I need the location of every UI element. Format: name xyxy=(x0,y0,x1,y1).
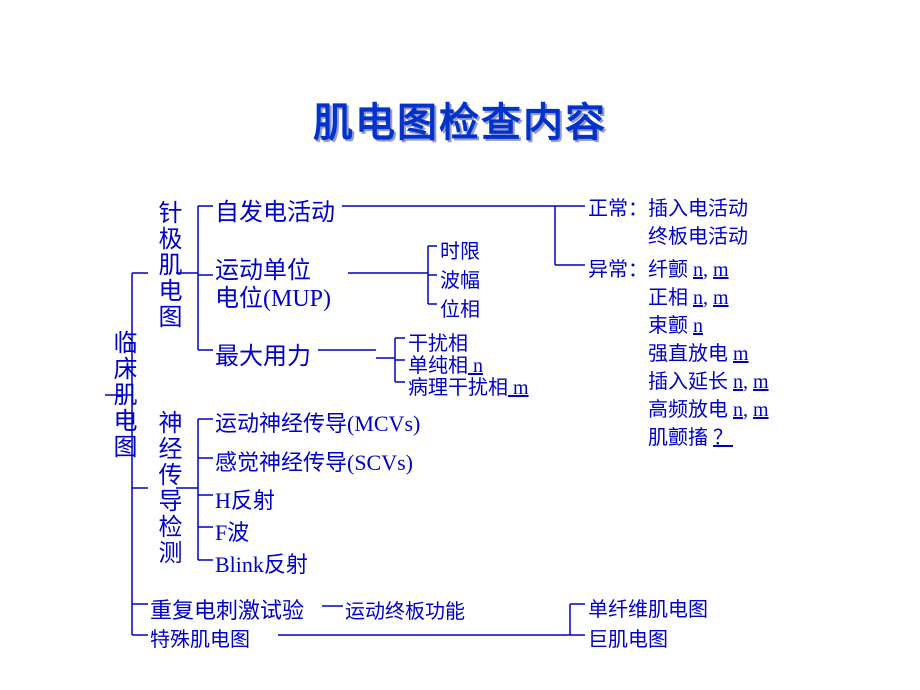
l1-needle: 针极肌电图 xyxy=(150,200,185,330)
link-n[interactable]: n xyxy=(733,371,743,393)
link-m[interactable]: m xyxy=(753,399,769,421)
nerve-hreflex: H反射 xyxy=(215,483,275,515)
link-m[interactable]: m xyxy=(713,259,729,281)
root-label: 临床肌电图 xyxy=(105,330,140,460)
abn-fib: 纤颤 n, m xyxy=(648,253,729,282)
needle-spontaneous: 自发电活动 xyxy=(215,192,335,227)
abn-myotonic: 强直放电 m xyxy=(648,337,749,366)
spont-normal-endplate: 终板电活动 xyxy=(648,220,748,249)
mup-amp: 波幅 xyxy=(440,264,480,293)
l1-repeat: 重复电刺激试验 xyxy=(150,593,304,625)
nerve-fwave: F波 xyxy=(215,515,249,547)
link-m[interactable]: m xyxy=(713,287,729,309)
nerve-mcv: 运动神经传导(MCVs) xyxy=(215,406,420,438)
needle-maxforce: 最大用力 xyxy=(215,336,311,371)
l1-nerve: 神经传导检测 xyxy=(150,410,185,566)
link-m[interactable]: m xyxy=(753,371,769,393)
abn-prolonged: 插入延长 n, m xyxy=(648,365,769,394)
page-title: 肌电图检查内容 xyxy=(0,90,920,148)
l1-special: 特殊肌电图 xyxy=(150,623,250,652)
link-q[interactable]: ？ xyxy=(713,427,733,449)
nerve-blink: Blink反射 xyxy=(215,547,308,579)
link-n[interactable]: n xyxy=(693,259,703,281)
spont-abnormal-label: 异常： xyxy=(588,253,648,282)
mup-phase: 位相 xyxy=(440,293,480,322)
link-m[interactable]: m xyxy=(508,377,529,399)
abn-fasc: 束颤 n xyxy=(648,309,703,338)
link-m[interactable]: m xyxy=(733,343,749,365)
mup-dur: 时限 xyxy=(440,235,480,264)
abn-myokymia: 肌颤搐 ？ xyxy=(648,421,733,450)
link-n[interactable]: n xyxy=(693,287,703,309)
needle-mup-line2: 电位(MUP) xyxy=(215,278,331,313)
spont-normal-insert: 插入电活动 xyxy=(648,192,748,221)
link-n[interactable]: n xyxy=(733,399,743,421)
special-single: 单纤维肌电图 xyxy=(588,593,708,622)
spont-normal-label: 正常： xyxy=(588,192,648,221)
abn-hifreq: 高频放电 n, m xyxy=(648,393,769,422)
special-giant: 巨肌电图 xyxy=(588,623,668,652)
link-n[interactable]: n xyxy=(693,315,703,337)
repeat-sub: 运动终板功能 xyxy=(345,595,465,624)
abn-pos: 正相 n, m xyxy=(648,281,729,310)
maxforce-path: 病理干扰相 m xyxy=(408,371,529,400)
nerve-scv: 感觉神经传导(SCVs) xyxy=(215,445,413,477)
